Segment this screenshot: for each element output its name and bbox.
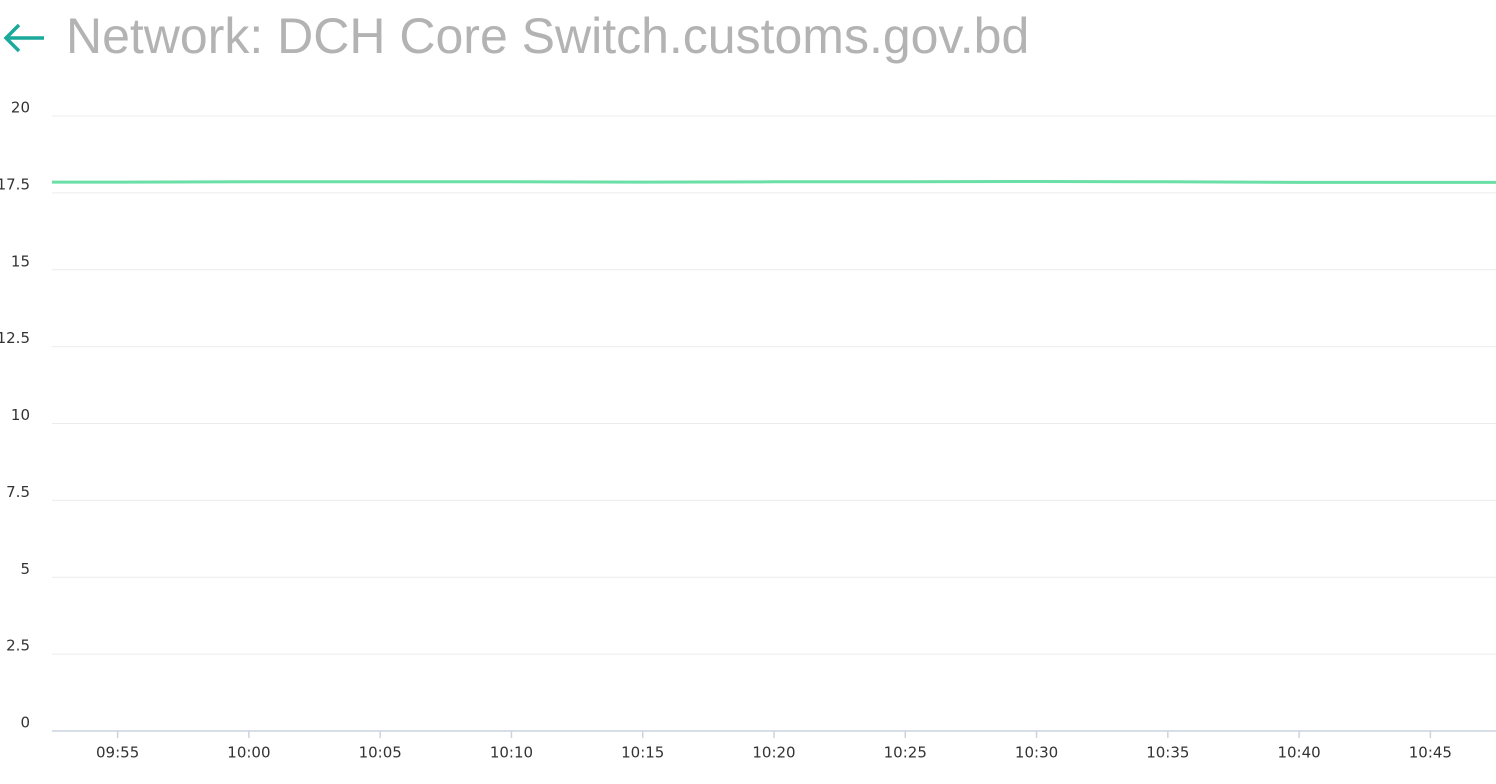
back-arrow-head bbox=[3, 23, 21, 53]
x-tick-label: 10:30 bbox=[1015, 744, 1058, 762]
page-title: Network: DCH Core Switch.customs.gov.bd bbox=[66, 8, 1029, 64]
x-tick-label: 10:35 bbox=[1146, 744, 1189, 762]
x-tick-label: 10:40 bbox=[1277, 744, 1320, 762]
x-tick-label: 10:20 bbox=[752, 744, 795, 762]
back-button[interactable] bbox=[3, 23, 44, 53]
x-tick-label: 10:05 bbox=[359, 744, 402, 762]
data-line bbox=[52, 179, 1496, 184]
y-tick-label: 0 bbox=[20, 714, 30, 732]
y-tick-label: 17.5 bbox=[0, 175, 30, 193]
y-tick-label: 5 bbox=[20, 560, 30, 578]
x-tick-label: 09:55 bbox=[96, 744, 139, 762]
y-tick-label: 15 bbox=[11, 252, 30, 270]
x-tick-label: 10:00 bbox=[227, 744, 270, 762]
x-tick-label: 10:15 bbox=[621, 744, 664, 762]
y-tick-label: 2.5 bbox=[6, 637, 30, 655]
x-tick-label: 10:25 bbox=[884, 744, 927, 762]
x-tick-label: 10:10 bbox=[490, 744, 533, 762]
y-tick-label: 20 bbox=[11, 99, 30, 117]
y-tick-label: 12.5 bbox=[0, 329, 30, 347]
y-tick-label: 7.5 bbox=[6, 483, 30, 501]
x-tick-label: 10:45 bbox=[1409, 744, 1452, 762]
y-tick-label: 10 bbox=[11, 406, 30, 424]
